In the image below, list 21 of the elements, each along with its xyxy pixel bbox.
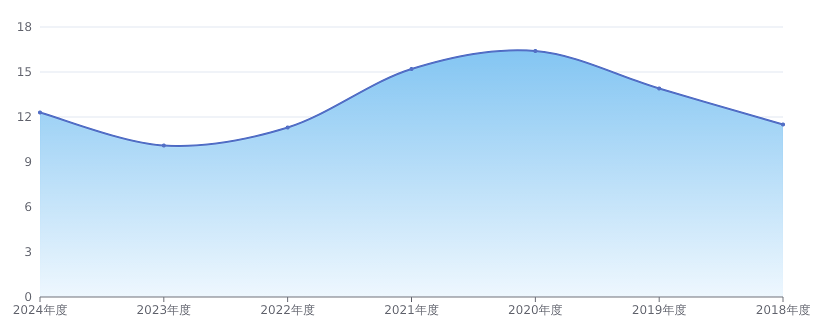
x-tick-label: 2023年度 xyxy=(136,303,192,317)
y-tick-label: 15 xyxy=(16,65,32,79)
x-tick-label: 2024年度 xyxy=(12,303,68,317)
y-tick-label: 9 xyxy=(24,155,32,169)
x-tick-label: 2019年度 xyxy=(632,303,686,317)
y-tick-label: 3 xyxy=(24,245,32,259)
x-tick-label: 2020年度 xyxy=(508,303,563,317)
point xyxy=(38,110,42,114)
y-tick-label: 18 xyxy=(16,20,32,34)
y-tick-label: 12 xyxy=(16,110,32,124)
x-tick-label: 2021年度 xyxy=(384,303,439,317)
y-tick-label: 0 xyxy=(24,290,32,304)
x-tick-label: 2022年度 xyxy=(260,303,315,317)
point xyxy=(410,67,414,71)
point xyxy=(781,122,785,126)
point xyxy=(533,49,538,53)
point xyxy=(286,126,290,130)
y-tick-label: 6 xyxy=(24,200,32,214)
point xyxy=(162,144,166,148)
x-tick-label: 2018年度 xyxy=(756,303,810,317)
point xyxy=(657,86,662,90)
